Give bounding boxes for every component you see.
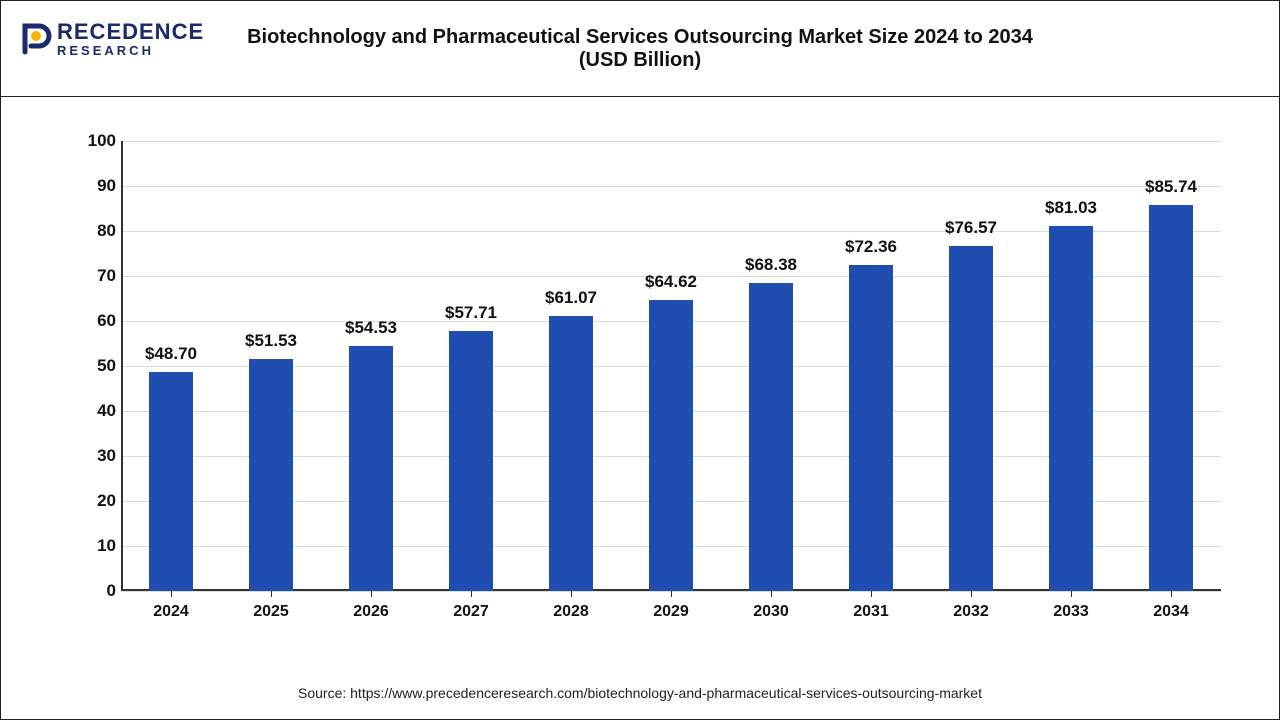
x-tick-label: 2025	[253, 603, 289, 621]
x-tick-mark	[271, 591, 272, 597]
y-tick-label: 60	[76, 311, 116, 331]
bar-value-label: $68.38	[745, 255, 797, 275]
x-tick-mark	[571, 591, 572, 597]
bar-value-label: $61.07	[545, 288, 597, 308]
bar-value-label: $51.53	[245, 331, 297, 351]
x-tick-label: 2032	[953, 603, 989, 621]
brand-mark-icon	[19, 22, 53, 56]
bar	[849, 265, 893, 591]
chart-area: $48.70 $51.53 $54.53 $57.71 $61.07 $64.62 $68.…	[61, 131, 1241, 641]
header: RECEDENCE RESEARCH Biotechnology and Pha…	[1, 1, 1279, 97]
bars-group: $48.70 $51.53 $54.53 $57.71 $61.07 $64.62 $68.…	[121, 141, 1221, 591]
y-tick-label: 0	[76, 581, 116, 601]
bar-value-label: $85.74	[1145, 177, 1197, 197]
y-tick-label: 90	[76, 176, 116, 196]
bar	[149, 372, 193, 591]
x-tick-mark	[1171, 591, 1172, 597]
chart-container: RECEDENCE RESEARCH Biotechnology and Pha…	[0, 0, 1280, 720]
y-tick-label: 100	[76, 131, 116, 151]
x-tick-mark	[971, 591, 972, 597]
y-tick-label: 30	[76, 446, 116, 466]
y-tick-label: 10	[76, 536, 116, 556]
bar-value-label: $72.36	[845, 237, 897, 257]
x-tick-label: 2034	[1153, 603, 1189, 621]
bar-value-label: $64.62	[645, 272, 697, 292]
source-text: Source: https://www.precedenceresearch.c…	[298, 685, 982, 701]
brand-logo: RECEDENCE RESEARCH	[19, 19, 204, 58]
x-tick-label: 2029	[653, 603, 689, 621]
bar	[949, 246, 993, 591]
x-tick-label: 2031	[853, 603, 889, 621]
bar	[349, 346, 393, 591]
y-tick-label: 70	[76, 266, 116, 286]
x-tick-label: 2033	[1053, 603, 1089, 621]
source-citation: Source: https://www.precedenceresearch.c…	[1, 685, 1279, 701]
x-tick-label: 2027	[453, 603, 489, 621]
bar	[1049, 226, 1093, 591]
bar	[749, 283, 793, 591]
y-tick-label: 50	[76, 356, 116, 376]
bar-value-label: $57.71	[445, 303, 497, 323]
x-tick-mark	[371, 591, 372, 597]
bar	[249, 359, 293, 591]
x-tick-mark	[471, 591, 472, 597]
brand-name-bottom: RESEARCH	[57, 43, 204, 58]
x-tick-mark	[1071, 591, 1072, 597]
y-tick-label: 40	[76, 401, 116, 421]
plot-area: $48.70 $51.53 $54.53 $57.71 $61.07 $64.62 $68.…	[121, 141, 1221, 591]
x-tick-mark	[671, 591, 672, 597]
title-line2: (USD Billion)	[201, 49, 1079, 72]
bar	[1149, 205, 1193, 591]
x-tick-label: 2026	[353, 603, 389, 621]
bar-value-label: $54.53	[345, 318, 397, 338]
bar-value-label: $81.03	[1045, 198, 1097, 218]
y-tick-label: 80	[76, 221, 116, 241]
y-tick-label: 20	[76, 491, 116, 511]
x-tick-label: 2028	[553, 603, 589, 621]
x-tick-mark	[771, 591, 772, 597]
brand-name-top: RECEDENCE	[57, 19, 204, 44]
bar	[449, 331, 493, 591]
bar-value-label: $48.70	[145, 344, 197, 364]
x-tick-mark	[871, 591, 872, 597]
x-tick-label: 2024	[153, 603, 189, 621]
bar	[549, 316, 593, 591]
bar	[649, 300, 693, 591]
bar-value-label: $76.57	[945, 218, 997, 238]
x-tick-label: 2030	[753, 603, 789, 621]
title-line1: Biotechnology and Pharmaceutical Service…	[201, 26, 1079, 49]
x-tick-mark	[171, 591, 172, 597]
brand-name: RECEDENCE RESEARCH	[57, 19, 204, 58]
